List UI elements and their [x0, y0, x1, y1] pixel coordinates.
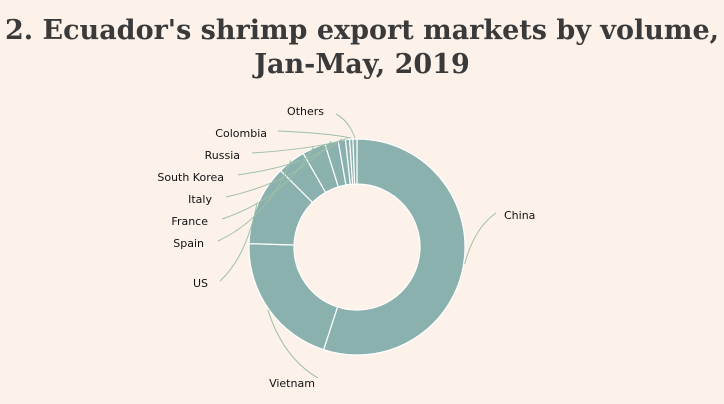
label-south-korea: South Korea: [157, 171, 224, 184]
label-spain: Spain: [173, 237, 204, 250]
label-vietnam: Vietnam: [269, 377, 315, 390]
label-france: France: [171, 215, 208, 228]
label-others: Others: [287, 105, 324, 118]
leader-line-italy: [225, 140, 332, 198]
label-russia: Russia: [205, 149, 240, 162]
chart-title-line-2: Jan-May, 2019: [254, 49, 470, 80]
label-colombia: Colombia: [215, 127, 267, 140]
leader-line-others: [335, 113, 356, 139]
label-china: China: [504, 209, 535, 222]
slice-others: [352, 138, 358, 185]
label-us: US: [193, 277, 208, 290]
chart-title-line-1: 2. Ecuador's shrimp export markets by vo…: [4, 15, 720, 46]
leader-line-spain: [217, 160, 292, 242]
leader-line-colombia: [277, 130, 352, 139]
leader-line-china: [464, 212, 497, 265]
slice-china: [322, 138, 466, 356]
slice-vietnam: [248, 242, 339, 351]
chart-title: 2. Ecuador's shrimp export markets by vo…: [0, 14, 724, 82]
leader-line-vietnam: [267, 309, 319, 379]
leader-line-russia: [251, 137, 348, 154]
leader-line-south-korea: [237, 138, 342, 176]
leader-line-us: [219, 203, 258, 282]
label-italy: Italy: [188, 193, 212, 206]
